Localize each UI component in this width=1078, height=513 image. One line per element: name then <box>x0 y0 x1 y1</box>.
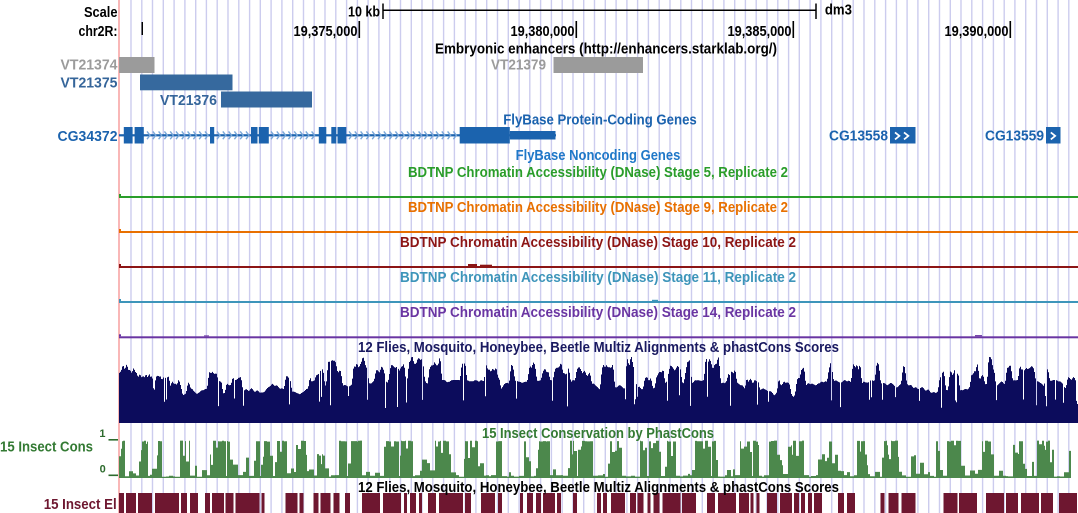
svg-text:CG13559: CG13559 <box>985 129 1044 145</box>
svg-text:BDTNP Chromatin Accessibility: BDTNP Chromatin Accessibility (DNase) St… <box>408 200 788 216</box>
svg-text:19,390,000: 19,390,000 <box>945 24 1009 40</box>
svg-text:10 kb: 10 kb <box>348 4 380 20</box>
svg-text:0: 0 <box>100 463 106 475</box>
svg-text:BDTNP Chromatin Accessibility: BDTNP Chromatin Accessibility (DNase) St… <box>400 270 796 286</box>
svg-text:VT21379: VT21379 <box>491 58 546 74</box>
svg-text:VT21375: VT21375 <box>61 76 118 92</box>
svg-text:BDTNP Chromatin Accessibility: BDTNP Chromatin Accessibility (DNase) St… <box>400 235 796 251</box>
svg-text:FlyBase Noncoding Genes: FlyBase Noncoding Genes <box>516 148 681 164</box>
svg-text:12 Flies, Mosquito, Honeybee,: 12 Flies, Mosquito, Honeybee, Beetle Mul… <box>358 480 839 496</box>
svg-text:CG34372: CG34372 <box>58 129 118 145</box>
svg-text:12 Flies, Mosquito, Honeybee,: 12 Flies, Mosquito, Honeybee, Beetle Mul… <box>358 340 839 356</box>
svg-text:chr2R:: chr2R: <box>79 24 118 40</box>
svg-text:BDTNP Chromatin Accessibility: BDTNP Chromatin Accessibility (DNase) St… <box>400 305 796 321</box>
svg-text:VT21374: VT21374 <box>61 58 118 74</box>
svg-text:19,380,000: 19,380,000 <box>511 24 575 40</box>
svg-text:VT21376: VT21376 <box>160 93 217 109</box>
svg-text:dm3: dm3 <box>825 3 852 19</box>
svg-text:Scale: Scale <box>84 5 118 21</box>
svg-text:1: 1 <box>99 428 105 440</box>
svg-text:15 Insect Cons: 15 Insect Cons <box>0 440 93 456</box>
svg-text:BDTNP Chromatin Accessibility: BDTNP Chromatin Accessibility (DNase) St… <box>408 165 788 181</box>
svg-text:15 Insect Conservation by Phas: 15 Insect Conservation by PhastCons <box>482 426 714 442</box>
svg-text:FlyBase Protein-Coding Genes: FlyBase Protein-Coding Genes <box>503 112 697 128</box>
svg-text:19,375,000: 19,375,000 <box>294 24 358 40</box>
svg-text:CG13558: CG13558 <box>829 129 888 145</box>
svg-text:15 Insect El: 15 Insect El <box>44 497 117 513</box>
svg-text:Embryonic enhancers (http://en: Embryonic enhancers (http://enhancers.st… <box>435 42 777 58</box>
svg-text:19,385,000: 19,385,000 <box>728 24 792 40</box>
